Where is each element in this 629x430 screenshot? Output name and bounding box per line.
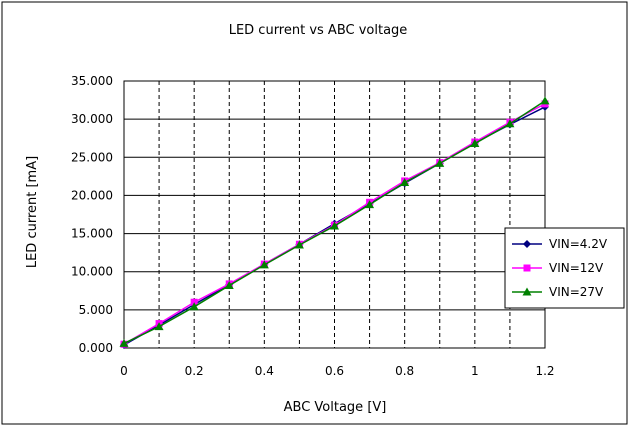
x-tick-label: 0.8: [395, 364, 414, 378]
data-point: [365, 200, 375, 209]
y-tick-label: 30.000: [71, 112, 113, 126]
legend-marker: [522, 287, 532, 296]
data-point: [470, 139, 480, 148]
y-tick-label: 25.000: [71, 150, 113, 164]
legend-label: VIN=12V: [549, 261, 604, 275]
data-point: [224, 280, 234, 289]
y-tick-label: 10.000: [71, 265, 113, 279]
x-tick-label: 0.2: [185, 364, 204, 378]
y-axis-label: LED current [mA]: [25, 156, 40, 268]
data-point: [259, 260, 269, 269]
data-point: [154, 322, 164, 331]
x-axis-label: ABC Voltage [V]: [284, 400, 387, 415]
y-tick-label: 5.000: [79, 303, 113, 317]
legend-marker: [523, 240, 531, 248]
y-tick-label: 15.000: [71, 227, 113, 241]
data-point: [505, 119, 515, 128]
x-tick-label: 1.2: [535, 364, 554, 378]
legend: VIN=4.2V VIN=12V VIN=27V: [504, 227, 625, 309]
plot-border: [123, 80, 546, 349]
data-point: [189, 302, 199, 311]
data-point: [294, 240, 304, 249]
y-tick-label: 20.000: [71, 188, 113, 202]
y-tick-label: 0.000: [79, 341, 113, 355]
legend-label: VIN=27V: [549, 285, 604, 299]
x-tick-label: 0: [120, 364, 128, 378]
x-tick-label: 0.4: [255, 364, 274, 378]
y-tick-label: 35.000: [71, 74, 113, 88]
legend-marker: [523, 264, 531, 272]
data-point: [119, 338, 129, 347]
plot-area: 0.000 5.000 10.000 15.000 20.000 25.000 30.000…: [71, 74, 555, 378]
data-point: [540, 96, 550, 105]
x-tick-label: 1: [471, 364, 479, 378]
x-tick-label: 0.6: [325, 364, 344, 378]
legend-label: VIN=4.2V: [549, 237, 608, 251]
data-point: [400, 177, 410, 186]
data-point: [435, 158, 445, 167]
data-point: [190, 298, 198, 306]
data-point: [330, 221, 339, 230]
chart-title: LED current vs ABC voltage: [229, 23, 408, 38]
